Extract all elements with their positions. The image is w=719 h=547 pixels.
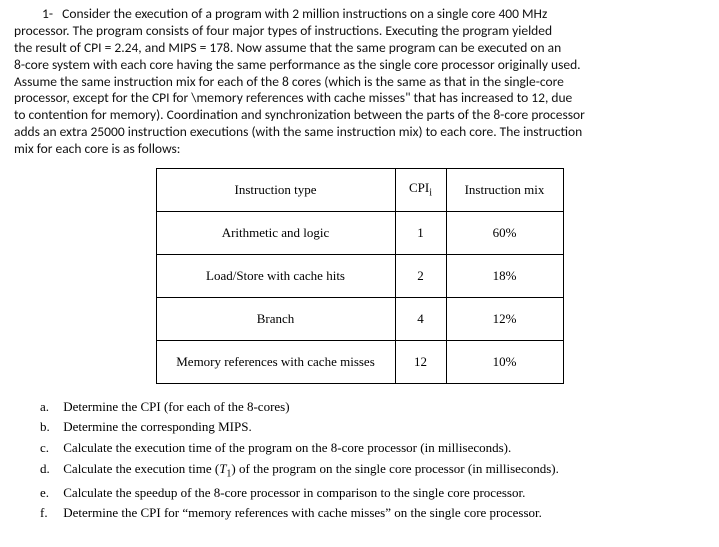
header-cpi-text: CPI [409, 180, 429, 195]
header-cpi: CPIi [395, 168, 446, 211]
cell-mix: 18% [446, 254, 563, 297]
item-text-post: ) of the program on the single core proc… [231, 461, 558, 476]
item-text-pre: Calculate the execution time ( [63, 461, 219, 476]
cell-cpi: 1 [395, 211, 446, 254]
table-header-row: Instruction type CPIi Instruction mix [156, 168, 563, 211]
item-e: e. Calculate the speedup of the 8-core p… [40, 484, 705, 502]
item-text: Determine the corresponding MIPS. [63, 419, 251, 434]
header-cpi-sub: i [429, 188, 432, 199]
intro-line-5: Assume the same instruction mix for each… [14, 73, 564, 90]
item-a: a. Determine the CPI (for each of the 8-… [40, 398, 705, 416]
item-text: Calculate the speedup of the 8-core proc… [63, 485, 525, 500]
question-number: 1- [14, 5, 53, 22]
table-row: Arithmetic and logic 1 60% [156, 211, 563, 254]
intro-line-8: adds an extra 25000 instruction executio… [14, 123, 582, 140]
item-text: Calculate the execution time of the prog… [63, 440, 511, 455]
intro-line-6: processor, except for the CPI for \memor… [14, 89, 572, 106]
header-instruction-type: Instruction type [156, 168, 395, 211]
table-row: Branch 4 12% [156, 297, 563, 340]
cell-type: Branch [156, 297, 395, 340]
cell-type: Memory references with cache misses [156, 340, 395, 383]
item-letter: e. [40, 484, 60, 502]
page-container: 1- Consider the execution of a program w… [0, 0, 719, 533]
item-letter: a. [40, 398, 60, 416]
cell-mix: 12% [446, 297, 563, 340]
intro-line-2: processor. The program consists of four … [14, 22, 552, 39]
cell-mix: 10% [446, 340, 563, 383]
item-text: Determine the CPI for “memory references… [63, 505, 542, 520]
intro-line-3: the result of CPI = 2.24, and MIPS = 178… [14, 39, 561, 56]
cell-cpi: 12 [395, 340, 446, 383]
cell-type: Load/Store with cache hits [156, 254, 395, 297]
item-letter: c. [40, 439, 60, 457]
instruction-mix-table: Instruction type CPIi Instruction mix Ar… [156, 168, 564, 384]
cell-type: Arithmetic and logic [156, 211, 395, 254]
item-letter: f. [40, 504, 60, 522]
intro-line-4: 8-core system with each core having the … [14, 56, 581, 73]
sub-questions: a. Determine the CPI (for each of the 8-… [14, 398, 705, 522]
intro-line-1: Consider the execution of a program with… [62, 5, 547, 22]
item-f: f. Determine the CPI for “memory referen… [40, 504, 705, 522]
table-row: Load/Store with cache hits 2 18% [156, 254, 563, 297]
cell-cpi: 2 [395, 254, 446, 297]
intro-line-7: to contention for memory). Coordination … [14, 106, 585, 123]
item-letter: b. [40, 418, 60, 436]
item-text: Determine the CPI (for each of the 8-cor… [63, 399, 289, 414]
intro-line-9: mix for each core is as follows: [14, 140, 180, 157]
item-c: c. Calculate the execution time of the p… [40, 439, 705, 457]
item-b: b. Determine the corresponding MIPS. [40, 418, 705, 436]
question-intro: 1- Consider the execution of a program w… [14, 6, 705, 158]
cell-cpi: 4 [395, 297, 446, 340]
header-instruction-mix: Instruction mix [446, 168, 563, 211]
item-letter: d. [40, 460, 60, 478]
cell-mix: 60% [446, 211, 563, 254]
table-row: Memory references with cache misses 12 1… [156, 340, 563, 383]
item-d: d. Calculate the execution time (T1) of … [40, 460, 705, 481]
